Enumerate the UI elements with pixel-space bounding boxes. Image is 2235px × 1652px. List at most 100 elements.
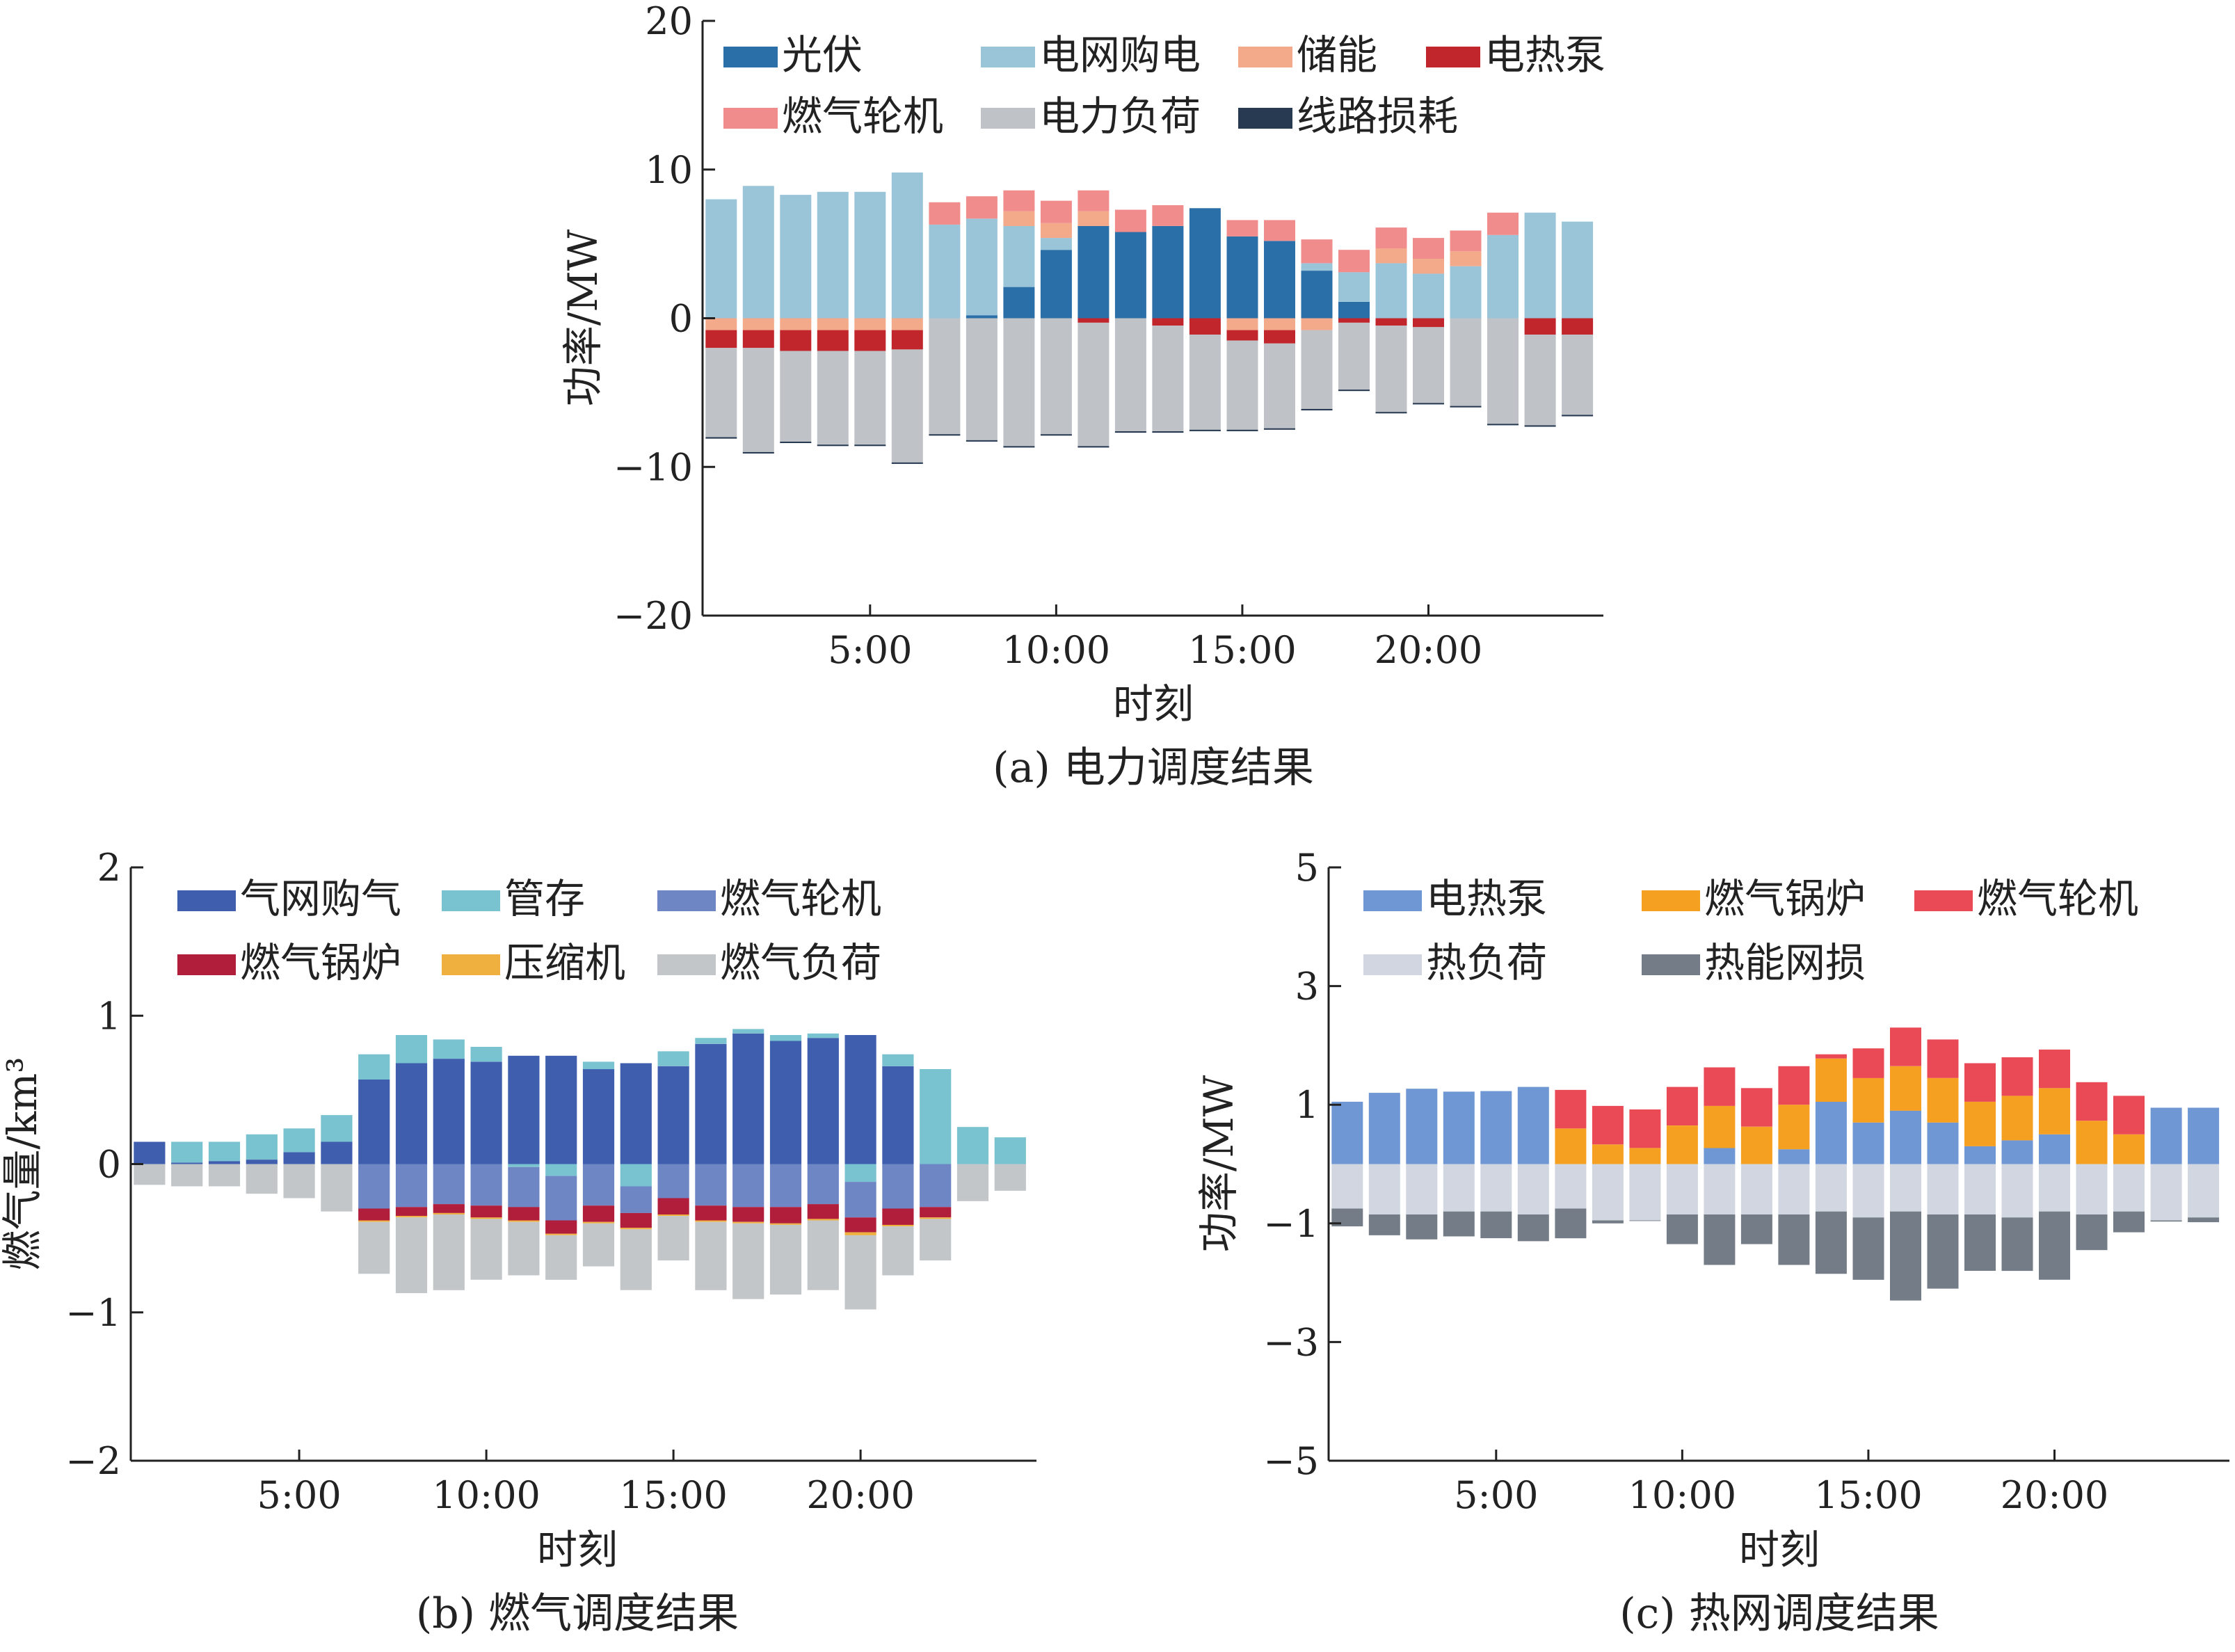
y-tick-label-b-0: 2 — [97, 846, 121, 890]
bar-segment-b-4-22 — [920, 1207, 952, 1218]
bar-segment-b-1-18 — [769, 1041, 802, 1164]
bar-segment-c-1-5 — [1480, 1091, 1512, 1164]
bar-segment-a-3-6 — [891, 318, 923, 330]
x-tick-label-a-0: 5:00 — [828, 628, 912, 672]
bar-segment-c-1-15 — [1852, 1122, 1884, 1164]
bar-segment-c-3-18 — [1964, 1063, 1996, 1102]
legend-item-b-2: 管存 — [442, 875, 585, 922]
bar-segment-b-6-18 — [769, 1224, 802, 1295]
legend-item-a-4: 电热泵 — [1426, 31, 1605, 79]
bar-segment-a-5-7 — [929, 202, 961, 225]
bar-segment-c-5-12 — [1740, 1214, 1772, 1244]
bar-segment-a-7-1 — [705, 437, 737, 439]
legend-item-c-5: 热能网损 — [1642, 939, 1866, 986]
bar-segment-c-2-17 — [1927, 1077, 1959, 1123]
bar-segment-c-4-2 — [1368, 1164, 1400, 1214]
panel-b-y-axis-label: 燃气量/km³ — [0, 1057, 46, 1271]
bar-segment-b-4-10 — [470, 1205, 502, 1218]
bar-segment-a-7-22 — [1487, 424, 1519, 426]
y-tick-label-c-2: 1 — [1295, 1083, 1319, 1127]
bar-segment-b-6-14 — [620, 1229, 652, 1290]
bar-segment-b-1-20 — [844, 1035, 876, 1164]
bar-segment-b-3-9 — [433, 1164, 465, 1205]
bar-segment-a-2-17 — [1301, 263, 1333, 271]
bar-segment-a-1-11 — [1078, 226, 1110, 319]
bar-segment-c-4-10 — [1666, 1164, 1698, 1214]
bar-segment-a-1-10 — [1040, 250, 1072, 319]
bar-segment-a-7-11 — [1078, 446, 1110, 448]
bar-segment-a-2-21 — [1450, 266, 1482, 319]
bar-segment-b-5-18 — [769, 1223, 802, 1225]
bar-segment-a-6-6 — [891, 349, 923, 463]
bar-segment-a-4-18 — [1338, 318, 1370, 323]
bar-segment-b-2-22 — [920, 1069, 952, 1164]
y-tick-label-a-3: −10 — [614, 445, 693, 489]
bar-segment-a-3-5 — [854, 318, 886, 330]
bar-segment-a-7-16 — [1264, 428, 1295, 430]
bar-segment-c-5-20 — [2039, 1211, 2070, 1280]
bar-segment-a-2-3 — [780, 195, 812, 319]
bar-segment-b-5-15 — [657, 1214, 689, 1217]
bar-segment-a-5-21 — [1450, 230, 1482, 252]
bar-segment-b-6-13 — [582, 1223, 615, 1267]
bar-segment-c-5-18 — [1964, 1214, 1996, 1271]
bar-segment-a-6-11 — [1078, 322, 1110, 447]
bar-segment-c-4-9 — [1629, 1164, 1661, 1221]
bar-segment-b-4-18 — [769, 1207, 802, 1224]
bar-segment-b-2-23 — [956, 1127, 989, 1164]
bar-segment-c-3-13 — [1778, 1066, 1810, 1105]
bar-segment-c-2-22 — [2113, 1134, 2145, 1164]
bar-segment-a-4-4 — [817, 330, 849, 351]
legend-swatch-c-5 — [1642, 954, 1700, 975]
legend-swatch-b-3 — [657, 890, 716, 911]
bar-segment-c-2-12 — [1740, 1126, 1772, 1164]
panel-b-caption: (b) 燃气调度结果 — [416, 1589, 739, 1638]
bar-segment-b-2-17 — [732, 1029, 764, 1034]
legend-label-a-6: 电力负荷 — [1039, 93, 1201, 140]
bar-segment-c-1-23 — [2150, 1107, 2182, 1164]
panel-b-gas-dispatch: 2 1 0 −1 −2 5:00 10:00 15:00 20:00 气网购气 管存 燃气轮机燃气… — [0, 846, 1036, 1638]
x-tick-label-c-0: 5:00 — [1454, 1473, 1538, 1517]
bar-segment-b-4-20 — [844, 1217, 876, 1233]
bar-segment-b-3-12 — [545, 1176, 577, 1221]
bar-segment-c-4-5 — [1480, 1164, 1512, 1212]
bar-segment-b-5-8 — [395, 1216, 428, 1218]
bar-segment-b-2-7 — [358, 1054, 390, 1080]
bar-segment-c-5-4 — [1443, 1211, 1475, 1237]
bar-segment-a-5-22 — [1487, 212, 1519, 235]
bar-segment-b-2-15 — [657, 1051, 689, 1066]
bar-segment-a-4-19 — [1375, 318, 1407, 326]
bar-segment-c-5-7 — [1555, 1208, 1587, 1239]
legend-swatch-a-7 — [1238, 108, 1292, 129]
bar-segment-a-2-6 — [891, 173, 923, 319]
bar-segment-b-2-11 — [508, 1164, 540, 1167]
legend-item-a-3: 储能 — [1238, 31, 1377, 79]
bar-segment-c-4-14 — [1815, 1164, 1847, 1212]
bar-segment-c-3-15 — [1852, 1048, 1884, 1078]
bar-segment-b-6-7 — [358, 1221, 390, 1274]
bar-segment-c-1-19 — [2001, 1140, 2033, 1164]
bar-segment-b-4-7 — [358, 1208, 390, 1221]
panel-b-y-ticks: 2 1 0 −1 −2 — [65, 846, 143, 1483]
panel-b-bars — [134, 1029, 1026, 1310]
bar-segment-c-1-2 — [1368, 1093, 1400, 1164]
bar-segment-a-6-7 — [929, 318, 961, 435]
bar-segment-b-3-11 — [508, 1166, 540, 1208]
bar-segment-c-2-16 — [1890, 1066, 1921, 1111]
bar-segment-a-6-1 — [705, 348, 737, 438]
bar-segment-b-3-14 — [620, 1186, 652, 1213]
bar-segment-b-6-11 — [508, 1221, 540, 1276]
bar-segment-a-4-11 — [1078, 318, 1110, 323]
legend-label-a-3: 储能 — [1297, 31, 1377, 79]
bar-segment-b-5-20 — [844, 1232, 876, 1235]
bar-segment-b-3-8 — [395, 1164, 428, 1208]
bar-segment-c-4-7 — [1555, 1164, 1587, 1209]
legend-item-b-5: 压缩机 — [442, 939, 625, 986]
bar-segment-a-7-15 — [1226, 429, 1258, 431]
bar-segment-c-1-6 — [1517, 1086, 1549, 1164]
bar-segment-b-6-3 — [208, 1164, 241, 1187]
bar-segment-b-2-6 — [321, 1115, 353, 1142]
bar-segment-b-1-7 — [358, 1079, 390, 1164]
bar-segment-a-2-22 — [1487, 234, 1519, 319]
